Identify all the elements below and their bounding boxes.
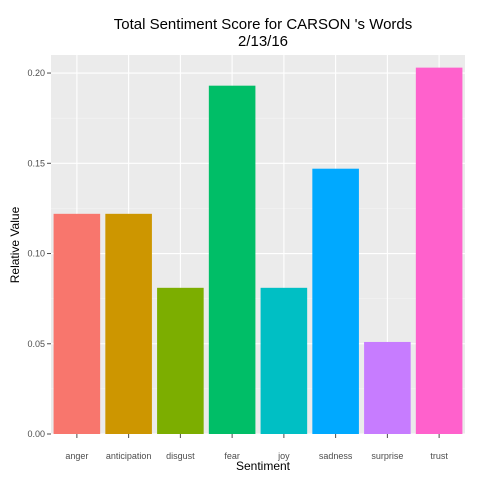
bar-joy [260,287,308,434]
y-tick-label: 0.15 [27,158,45,168]
x-tick-label: disgust [166,451,195,461]
x-tick-label: surprise [371,451,403,461]
x-tick-label: sadness [319,451,353,461]
bar-fear [208,85,256,434]
bar-disgust [157,287,204,434]
bar-sadness [312,168,359,434]
bar-trust [415,67,463,434]
y-tick-label: 0.00 [27,429,45,439]
x-tick-label: trust [430,451,448,461]
y-tick-label: 0.20 [27,68,45,78]
bar-anger [53,213,101,434]
y-axis-title: Relative Value [8,206,22,283]
chart-title: Total Sentiment Score for CARSON 's Word… [114,16,413,33]
x-tick-label: fear [224,451,240,461]
x-axis-ticks: anger anticipation disgust fear joy sadness su… [65,434,448,461]
bar-anticipation [105,213,152,434]
y-tick-label: 0.10 [27,249,45,259]
bar-surprise [364,341,411,434]
x-tick-label: anticipation [106,451,152,461]
y-tick-label: 0.05 [27,339,45,349]
bars [53,67,463,434]
chart-subtitle: 2/13/16 [238,33,288,50]
x-tick-label: anger [65,451,88,461]
y-axis-ticks: 0.00 0.05 0.10 0.15 0.20 [27,68,51,439]
x-axis-title: Sentiment [236,459,291,473]
x-tick-label: joy [277,451,290,461]
